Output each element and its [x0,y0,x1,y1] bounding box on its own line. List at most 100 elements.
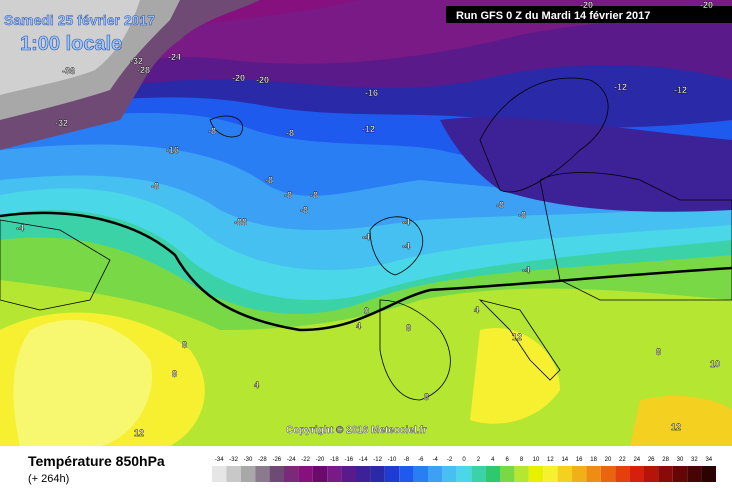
contour-label: 8 [182,340,187,350]
contour-label: 4 [474,305,479,315]
contour-label: -4 [402,217,410,227]
legend-swatch [528,466,544,482]
contour-label: -12 [362,124,375,134]
contour-label: -8 [265,175,273,185]
legend-tick-label: -2 [447,457,453,463]
legend-swatch [572,466,587,482]
legend-swatch [298,466,313,482]
contour-label: -8 [284,190,292,200]
contour-label: -8 [151,181,159,191]
legend-tick-label: 6 [506,457,510,463]
legend-tick-label: 26 [648,457,655,463]
legend-swatch [212,466,227,482]
copyright: Copyright © 2016 Meteociel.fr [286,425,427,436]
map-date: Samedi 25 février 2017 [4,12,155,28]
color-legend: -34 -32 -30 -28 -26 -24 -22 -20 -18 -16 -14 -12 -10-… [212,457,716,482]
contour-label: -16 [365,88,378,98]
legend-swatch [629,466,644,482]
map-area: Samedi 25 février 2017 1:00 locale Run G… [0,0,732,446]
legend-swatch [658,466,673,482]
legend-swatch [370,466,385,482]
run-info: Run GFS 0 Z du Mardi 14 février 2017 [456,10,650,22]
field-polar [0,0,140,95]
legend-swatch [255,466,270,482]
legend-tick-label: 32 [691,457,698,463]
legend-swatch [226,466,241,482]
legend-tick-label: -26 [272,457,281,463]
legend-swatch [471,466,486,482]
zero-isotherm [0,211,732,332]
legend-tick-label: -30 [244,457,253,463]
legend-swatch [615,466,630,482]
contour-label: 4 [356,321,361,331]
contour-label: -8 [518,210,526,220]
legend-tick-label: 28 [662,457,669,463]
coastline [0,77,732,401]
contour-label: -20 [232,73,245,83]
contour-label: -8 [496,200,504,210]
legend-tick-label: 16 [576,457,583,463]
legend-swatch [701,466,716,482]
contour-label: -4 [402,241,410,251]
contour-label: -88 [234,217,247,227]
contour-label: -8 [310,190,318,200]
legend-tick-label: -20 [316,457,325,463]
contour-label: -8 [300,205,308,215]
contour-label: 8 [406,323,411,333]
contour-label: -16 [166,145,179,155]
legend-tick-label: -18 [330,457,339,463]
legend-tick-label: -24 [287,457,296,463]
field-warm [470,328,560,424]
footer-subtitle: (+ 264h) [28,473,69,485]
legend-tick-label: 12 [547,457,554,463]
legend-tick-label: -12 [373,457,382,463]
contour-label: -12 [614,82,627,92]
legend-tick-label: 24 [633,457,640,463]
legend-swatch [687,466,702,482]
contour-label: -20 [256,75,269,85]
legend-tick-label: 18 [590,457,597,463]
legend-swatch [240,466,256,482]
legend-tick-label: 34 [705,457,712,463]
legend-swatch [586,466,601,482]
legend-swatch [485,466,500,482]
field-very-cold [440,117,732,212]
contour-label: -12 [674,85,687,95]
field-warm [630,395,732,446]
legend-tick-label: 0 [462,457,466,463]
legend-swatch [399,466,414,482]
run-banner [446,6,732,23]
legend-swatch [413,466,428,482]
legend-swatch [672,466,688,482]
legend-tick-label: 10 [533,457,540,463]
contour-label: -20 [580,0,593,10]
legend-tick-label: -28 [258,457,267,463]
legend-swatch [284,466,299,482]
legend-tick-label: -10 [388,457,397,463]
contour-label: 8 [656,347,661,357]
legend-tick-label: 4 [491,457,495,463]
footer-title: Température 850hPa [28,453,165,469]
legend-swatch [312,466,328,482]
legend-tick-label: 8 [520,457,524,463]
contour-label: -4 [522,265,530,275]
legend-swatch [514,466,529,482]
legend-swatch [356,466,371,482]
contour-label: 8 [172,369,177,379]
legend-swatch [384,466,400,482]
legend-tick-label: -32 [229,457,238,463]
legend-tick-label: -22 [301,457,310,463]
contour-label: -4 [16,223,24,233]
legend-tick-label: 20 [605,457,612,463]
legend-swatch [557,466,572,482]
contour-label: 12 [134,428,144,438]
legend-tick-label: 2 [477,457,481,463]
contour-label: 12 [512,332,522,342]
contour-label: -4 [362,232,370,242]
contour-label: -28 [137,65,150,75]
contour-label: -32 [130,56,143,66]
legend-tick-label: -14 [359,457,368,463]
contour-labels: -20 -20-24-20 -20-36-32-28-32-16-12 -12-8 -8… [16,0,720,438]
legend-tick-label: -16 [344,457,353,463]
